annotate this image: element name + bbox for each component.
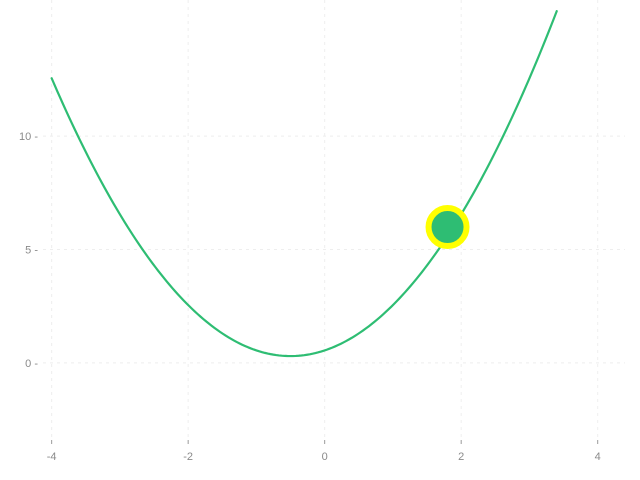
highlight-layer (425, 205, 470, 250)
x-tick-label: -4 (47, 451, 57, 463)
y-tick-label: 0 - (25, 358, 38, 370)
x-tick-label: 4 (595, 451, 601, 463)
curve-line (50, 10, 558, 358)
series-layer (50, 10, 558, 358)
grid (43, 0, 625, 440)
axes: -4 -2 0 2 4 0 - 5 - 10 - (19, 131, 601, 463)
y-tick-label: 10 - (19, 131, 38, 143)
y-tick-label: 5 - (25, 244, 38, 256)
x-tick-label: 0 (322, 451, 328, 463)
highlight-point (425, 205, 470, 250)
x-tick-label: -2 (183, 451, 193, 463)
x-tick-label: 2 (458, 451, 464, 463)
